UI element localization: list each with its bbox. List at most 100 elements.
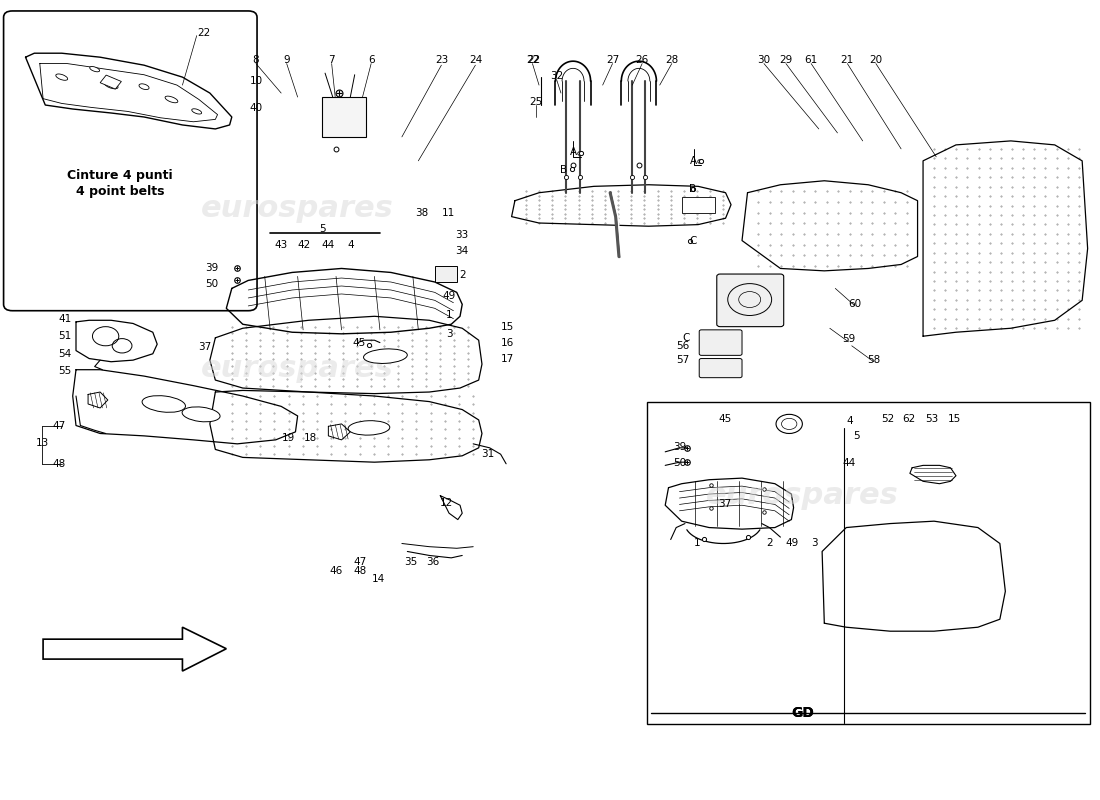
Text: GD: GD (791, 706, 814, 719)
Text: 52: 52 (881, 414, 894, 424)
Text: 9: 9 (284, 55, 290, 66)
Ellipse shape (56, 74, 68, 80)
Polygon shape (43, 627, 227, 671)
Text: 28: 28 (666, 55, 679, 66)
Text: 37: 37 (718, 498, 732, 509)
Text: 35: 35 (404, 557, 417, 567)
Text: 34: 34 (455, 246, 469, 256)
Text: 47: 47 (353, 557, 366, 567)
Bar (434, 266, 456, 282)
Text: 48: 48 (53, 458, 66, 469)
Text: 41: 41 (58, 314, 72, 324)
Text: 55: 55 (58, 366, 72, 376)
Text: 38: 38 (415, 208, 428, 218)
Text: 25: 25 (529, 97, 542, 107)
Text: 39: 39 (673, 442, 686, 452)
Text: 15: 15 (948, 414, 961, 424)
Ellipse shape (165, 96, 178, 102)
Text: 37: 37 (198, 342, 211, 351)
Text: 56: 56 (676, 341, 690, 350)
Text: 39: 39 (206, 262, 219, 273)
Text: 5: 5 (852, 431, 859, 441)
Text: 24: 24 (469, 55, 482, 66)
Text: 61: 61 (804, 55, 817, 66)
Text: 10: 10 (250, 76, 263, 86)
Text: A: A (690, 156, 697, 166)
Text: 12: 12 (440, 498, 453, 508)
Ellipse shape (104, 82, 118, 89)
Text: 30: 30 (758, 55, 770, 66)
Text: 58: 58 (867, 355, 880, 365)
Text: 27: 27 (606, 55, 619, 66)
Text: 33: 33 (455, 230, 469, 240)
Text: B: B (560, 165, 566, 174)
Text: 32: 32 (550, 71, 563, 82)
Ellipse shape (183, 407, 220, 422)
Text: 53: 53 (925, 414, 938, 424)
Text: eurospares: eurospares (201, 354, 394, 382)
FancyBboxPatch shape (700, 330, 743, 355)
Text: 23: 23 (434, 55, 448, 66)
Text: 16: 16 (500, 338, 514, 348)
Ellipse shape (139, 84, 150, 90)
FancyBboxPatch shape (647, 402, 1090, 725)
Text: 4: 4 (346, 240, 353, 250)
Text: 5: 5 (320, 224, 327, 234)
Text: 45: 45 (352, 338, 365, 347)
Text: 17: 17 (500, 354, 514, 364)
Text: 1: 1 (446, 310, 452, 320)
Text: 31: 31 (481, 450, 494, 459)
Text: eurospares: eurospares (201, 194, 394, 223)
FancyBboxPatch shape (3, 11, 257, 310)
Text: 22: 22 (198, 28, 211, 38)
Text: GD: GD (791, 706, 814, 719)
Text: 60: 60 (848, 299, 861, 310)
Text: 62: 62 (902, 414, 915, 424)
Ellipse shape (191, 109, 201, 114)
Text: 19: 19 (283, 434, 296, 443)
Text: 7: 7 (328, 55, 336, 66)
Ellipse shape (142, 396, 186, 412)
Text: B: B (689, 184, 696, 194)
Bar (100, 75, 121, 89)
Ellipse shape (363, 349, 407, 363)
Text: 45: 45 (719, 414, 733, 424)
Text: 22: 22 (527, 55, 540, 66)
Text: 29: 29 (779, 55, 792, 66)
Text: 4: 4 (846, 416, 852, 426)
Text: 3: 3 (446, 329, 452, 339)
Text: 1: 1 (694, 538, 701, 549)
Text: 18: 18 (305, 434, 318, 443)
Text: 2: 2 (459, 270, 465, 280)
Text: 42: 42 (298, 240, 311, 250)
Text: 26: 26 (636, 55, 649, 66)
Text: 57: 57 (676, 355, 690, 365)
Text: 2: 2 (766, 538, 773, 549)
FancyBboxPatch shape (717, 274, 783, 326)
Text: 3: 3 (811, 538, 817, 549)
Ellipse shape (90, 66, 100, 72)
Text: 21: 21 (840, 55, 854, 66)
Text: 44: 44 (321, 240, 336, 250)
Text: Cinture 4 punti: Cinture 4 punti (67, 169, 173, 182)
Text: eurospares: eurospares (706, 481, 899, 510)
Text: 40: 40 (250, 103, 263, 114)
Text: C: C (689, 235, 696, 246)
Text: 48: 48 (353, 566, 366, 577)
Bar (322, 97, 365, 137)
Text: 14: 14 (372, 574, 385, 583)
Text: C: C (682, 333, 690, 343)
Text: 13: 13 (35, 438, 48, 448)
Text: 50: 50 (206, 278, 219, 289)
Text: 47: 47 (53, 421, 66, 430)
Text: 46: 46 (329, 566, 343, 577)
Text: 51: 51 (58, 331, 72, 342)
Text: 44: 44 (843, 458, 856, 468)
Text: 50: 50 (673, 458, 686, 468)
Text: 8: 8 (253, 55, 260, 66)
Text: 43: 43 (275, 240, 288, 250)
Text: A: A (570, 147, 576, 157)
Text: 4 point belts: 4 point belts (76, 185, 164, 198)
Bar (682, 197, 715, 213)
Text: 49: 49 (442, 291, 455, 302)
